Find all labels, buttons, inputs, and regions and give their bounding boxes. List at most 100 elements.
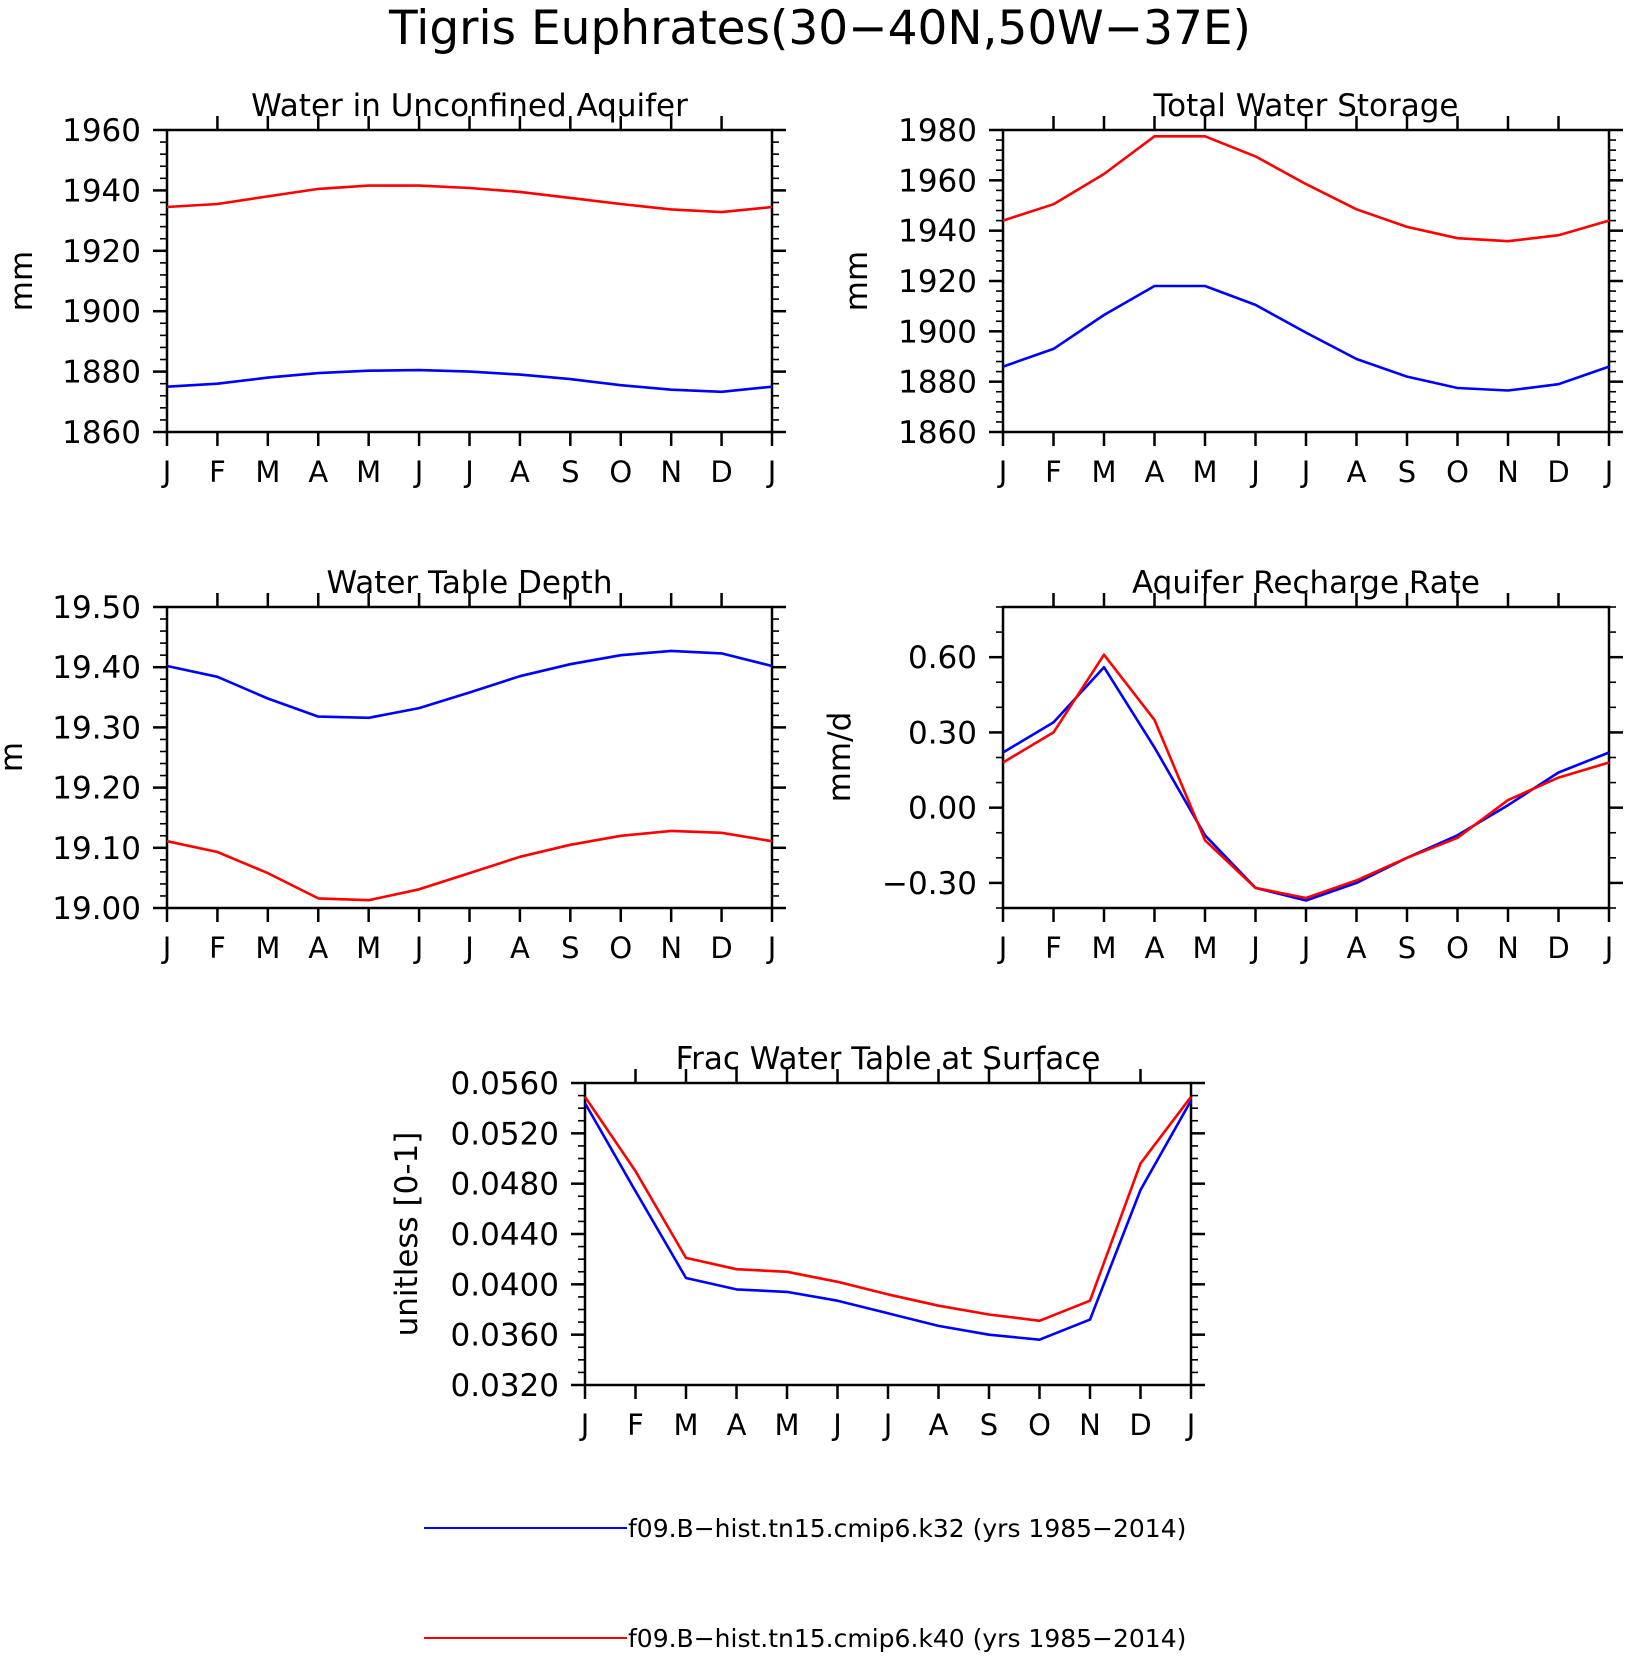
figure-title: Tigris Euphrates(30−40N,50W−37E): [388, 1, 1251, 56]
y-tick-label: 1920: [62, 234, 141, 270]
y-tick-label: 1860: [898, 415, 977, 451]
x-tick-label: S: [1398, 455, 1416, 489]
y-tick-label: 19.00: [52, 891, 141, 927]
x-tick-label: A: [510, 931, 530, 965]
y-axis-label: mm: [839, 251, 875, 311]
x-tick-label: J: [997, 931, 1008, 965]
x-tick-label: O: [1028, 1408, 1051, 1442]
y-tick-label: 19.30: [52, 710, 141, 746]
x-tick-label: A: [510, 455, 530, 489]
x-tick-label: M: [356, 931, 381, 965]
x-tick-label: S: [561, 455, 579, 489]
y-tick-label: 0.0480: [451, 1167, 559, 1203]
x-tick-label: F: [209, 455, 226, 489]
x-tick-label: S: [1398, 931, 1416, 965]
y-tick-label: 0.0520: [451, 1116, 559, 1152]
chart-legend: f09.B−hist.tn15.cmip6.k32 (yrs 1985−2014…: [424, 1514, 1186, 1653]
y-tick-label: 1880: [62, 355, 141, 391]
chart-panels: Water in Unconfined Aquifermm18601880190…: [0, 88, 1623, 1442]
x-tick-label: D: [710, 455, 732, 489]
x-tick-label: J: [766, 931, 777, 965]
series-line-k40: [166, 184, 773, 214]
panel-4: Aquifer Recharge Ratemm/d−0.300.000.300.…: [822, 565, 1623, 965]
x-tick-label: N: [1497, 931, 1519, 965]
series-line-k40: [583, 1096, 1193, 1323]
x-tick-label: O: [1446, 931, 1469, 965]
x-tick-label: F: [1045, 931, 1062, 965]
x-tick-label: M: [1192, 455, 1217, 489]
x-tick-label: M: [673, 1408, 698, 1442]
y-axis-label: mm/d: [822, 712, 858, 803]
y-axis-label: unitless [0-1]: [389, 1132, 425, 1337]
x-tick-label: A: [308, 455, 328, 489]
y-tick-label: 0.0560: [451, 1066, 559, 1102]
series-line-k32: [583, 1099, 1193, 1341]
plot-frame: [583, 1081, 1193, 1387]
x-tick-label: J: [831, 1408, 842, 1442]
main-title-area: Tigris Euphrates(30−40N,50W−37E): [388, 1, 1251, 56]
x-tick-label: J: [463, 455, 474, 489]
x-tick-label: J: [161, 931, 172, 965]
y-tick-label: 1920: [898, 264, 977, 300]
x-tick-label: J: [766, 455, 777, 489]
x-tick-label: A: [1145, 931, 1165, 965]
x-tick-label: J: [1249, 931, 1260, 965]
y-tick-label: 19.10: [52, 831, 141, 867]
panel-1: Water in Unconfined Aquifermm18601880190…: [4, 88, 786, 489]
x-tick-label: F: [1045, 455, 1062, 489]
x-tick-label: A: [308, 931, 328, 965]
y-tick-label: 1860: [62, 415, 141, 451]
x-tick-label: S: [980, 1408, 998, 1442]
y-tick-label: −0.30: [882, 866, 977, 902]
x-tick-label: J: [161, 455, 172, 489]
x-tick-label: M: [255, 931, 280, 965]
y-tick-label: 1900: [62, 294, 141, 330]
x-tick-label: M: [356, 455, 381, 489]
x-tick-label: O: [1446, 455, 1469, 489]
y-tick-label: 1960: [898, 163, 977, 199]
legend-label-1: f09.B−hist.tn15.cmip6.k32 (yrs 1985−2014…: [628, 1514, 1186, 1543]
series-line-k32: [1002, 665, 1610, 902]
x-tick-label: J: [413, 455, 424, 489]
x-tick-label: F: [209, 931, 226, 965]
y-tick-label: 0.0320: [451, 1368, 559, 1404]
y-tick-label: 19.20: [52, 771, 141, 807]
series-line-k40: [166, 829, 773, 902]
x-tick-label: M: [1192, 931, 1217, 965]
y-tick-label: 19.40: [52, 650, 141, 686]
x-tick-label: J: [1300, 931, 1311, 965]
y-tick-label: 1880: [898, 365, 977, 401]
x-tick-label: M: [255, 455, 280, 489]
x-tick-label: N: [1497, 455, 1519, 489]
x-tick-label: D: [710, 931, 732, 965]
x-tick-label: A: [929, 1408, 949, 1442]
series-line-k32: [166, 368, 773, 394]
x-tick-label: J: [1603, 931, 1614, 965]
x-tick-label: J: [997, 455, 1008, 489]
x-tick-label: J: [1249, 455, 1260, 489]
x-tick-label: A: [1347, 931, 1367, 965]
y-tick-label: 1960: [62, 113, 141, 149]
y-tick-label: 0.0400: [451, 1267, 559, 1303]
series-line-k32: [166, 649, 773, 720]
x-tick-label: J: [413, 931, 424, 965]
series-line-k40: [1002, 135, 1610, 243]
y-tick-label: 0.00: [908, 791, 977, 827]
panel-3: Water Table Depthm19.0019.1019.2019.3019…: [0, 565, 786, 965]
x-tick-label: A: [1145, 455, 1165, 489]
x-tick-label: A: [1347, 455, 1367, 489]
x-tick-label: F: [627, 1408, 644, 1442]
series-line-k32: [1002, 284, 1610, 392]
x-tick-label: J: [882, 1408, 893, 1442]
y-axis-label: mm: [4, 251, 40, 311]
x-tick-label: J: [463, 931, 474, 965]
plot-frame: [1001, 605, 1611, 910]
x-tick-label: O: [609, 931, 632, 965]
y-tick-label: 0.0440: [451, 1217, 559, 1253]
x-tick-label: D: [1547, 931, 1569, 965]
plot-frame: [1001, 128, 1611, 434]
y-tick-label: 1940: [62, 173, 141, 209]
x-tick-label: J: [579, 1408, 590, 1442]
